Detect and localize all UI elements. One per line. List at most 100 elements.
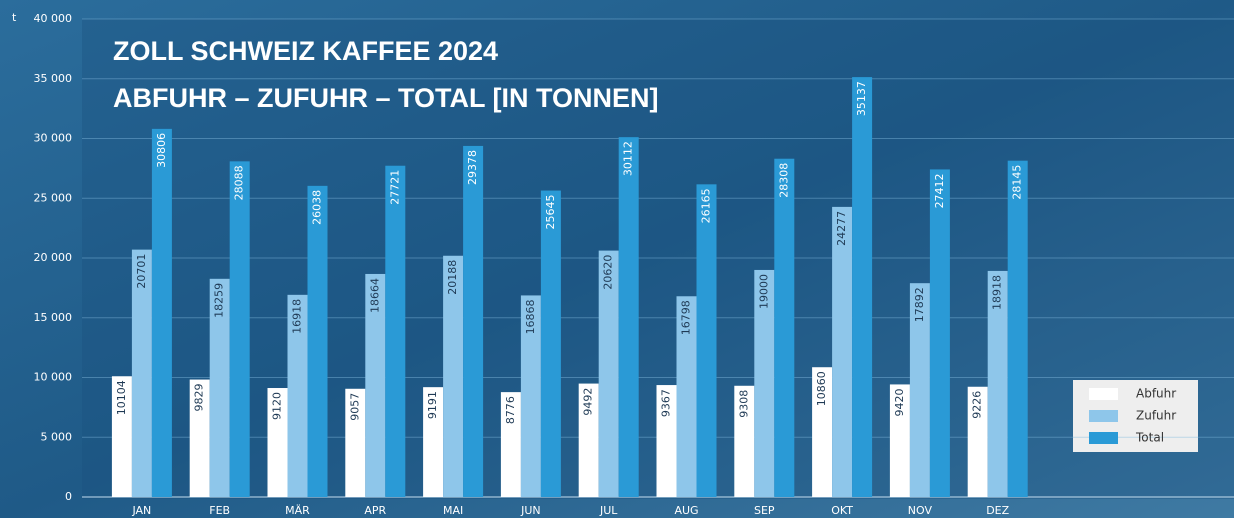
value-label: 26165 [700, 188, 713, 223]
bar [131, 249, 152, 497]
y-tick-label: 30 000 [34, 132, 73, 145]
value-label: 29378 [466, 150, 479, 185]
bar [598, 250, 619, 497]
y-axis-label: t [12, 11, 17, 24]
x-tick-label: JAN [131, 504, 151, 517]
value-label: 30806 [155, 133, 168, 168]
bar [812, 367, 833, 497]
chart-title: ZOLL SCHWEIZ KAFFEE 2024 [113, 36, 498, 66]
value-label: 18259 [213, 283, 226, 318]
bar [520, 295, 541, 497]
value-label: 20701 [135, 254, 148, 289]
bar [754, 269, 775, 497]
x-tick-label: FEB [209, 504, 230, 517]
value-label: 9120 [271, 392, 284, 420]
bar [151, 128, 172, 498]
bar [967, 386, 988, 497]
value-label: 9057 [348, 393, 361, 421]
y-tick-label: 0 [65, 490, 72, 503]
bar [189, 379, 210, 497]
value-label: 18664 [368, 278, 381, 313]
bar [618, 137, 639, 497]
bar [676, 296, 697, 497]
value-label: 20188 [446, 260, 459, 295]
value-label: 28308 [777, 163, 790, 198]
x-tick-label: MAI [443, 504, 463, 517]
bar [852, 77, 873, 497]
bar [209, 278, 230, 497]
y-tick-label: 40 000 [34, 12, 73, 25]
legend-swatch [1089, 432, 1118, 444]
value-label: 9367 [660, 389, 673, 417]
x-tick-label: JUN [520, 504, 541, 517]
value-label: 16868 [524, 299, 537, 334]
bar [909, 283, 930, 497]
bar [656, 385, 677, 497]
value-label: 28145 [1011, 165, 1024, 200]
bar [500, 392, 521, 497]
bar [443, 255, 464, 497]
value-label: 17892 [913, 287, 926, 322]
x-tick-label: MÄR [285, 504, 310, 517]
legend-swatch [1089, 410, 1118, 422]
bar [385, 165, 406, 497]
x-tick-label: AUG [674, 504, 698, 517]
bar [365, 273, 386, 497]
bar [345, 388, 366, 497]
value-label: 28088 [233, 165, 246, 200]
bar [423, 387, 444, 497]
bar [540, 190, 561, 498]
x-tick-label: DEZ [986, 504, 1009, 517]
legend-label: Total [1135, 431, 1164, 445]
value-label: 10104 [115, 380, 128, 415]
y-tick-label: 35 000 [34, 72, 73, 85]
value-label: 8776 [504, 396, 517, 424]
bar [734, 385, 755, 497]
bar [774, 158, 795, 497]
value-label: 19000 [757, 274, 770, 309]
x-tick-label: OKT [831, 504, 853, 517]
value-label: 10860 [815, 371, 828, 406]
value-label: 9308 [737, 390, 750, 418]
chart-subtitle: ABFUHR – ZUFUHR – TOTAL [IN TONNEN] [113, 83, 659, 113]
y-tick-label: 15 000 [34, 311, 73, 324]
value-label: 27721 [388, 170, 401, 205]
value-label: 9420 [893, 388, 906, 416]
value-label: 9829 [193, 384, 206, 412]
value-label: 26038 [311, 190, 324, 225]
bar [111, 376, 132, 497]
bar [463, 145, 484, 497]
y-tick-label: 20 000 [34, 251, 73, 264]
x-tick-label: SEP [754, 504, 775, 517]
value-label: 9191 [426, 391, 439, 419]
value-label: 35137 [855, 81, 868, 116]
bar [889, 384, 910, 497]
value-label: 18918 [991, 275, 1004, 310]
value-label: 9226 [971, 391, 984, 419]
x-tick-label: JUL [599, 504, 618, 517]
bar [832, 206, 853, 498]
bar [578, 383, 599, 497]
bar [987, 270, 1008, 497]
bar [307, 185, 328, 498]
y-tick-label: 25 000 [34, 191, 73, 204]
value-label: 20620 [602, 255, 615, 290]
legend-label: Abfuhr [1136, 387, 1176, 401]
bar [287, 294, 308, 497]
value-label: 16798 [680, 300, 693, 335]
bar [929, 169, 950, 497]
bar [1007, 160, 1028, 498]
value-label: 27412 [933, 173, 946, 208]
value-label: 25645 [544, 195, 557, 230]
x-tick-label: APR [364, 504, 386, 517]
bar [267, 388, 288, 497]
x-tick-label: NOV [908, 504, 933, 517]
bar [696, 184, 717, 497]
legend-label: Zufuhr [1136, 409, 1176, 423]
y-tick-label: 5 000 [41, 430, 73, 443]
bar [229, 161, 250, 498]
y-tick-label: 10 000 [34, 371, 73, 384]
legend-swatch [1089, 388, 1118, 400]
value-label: 9492 [582, 388, 595, 416]
